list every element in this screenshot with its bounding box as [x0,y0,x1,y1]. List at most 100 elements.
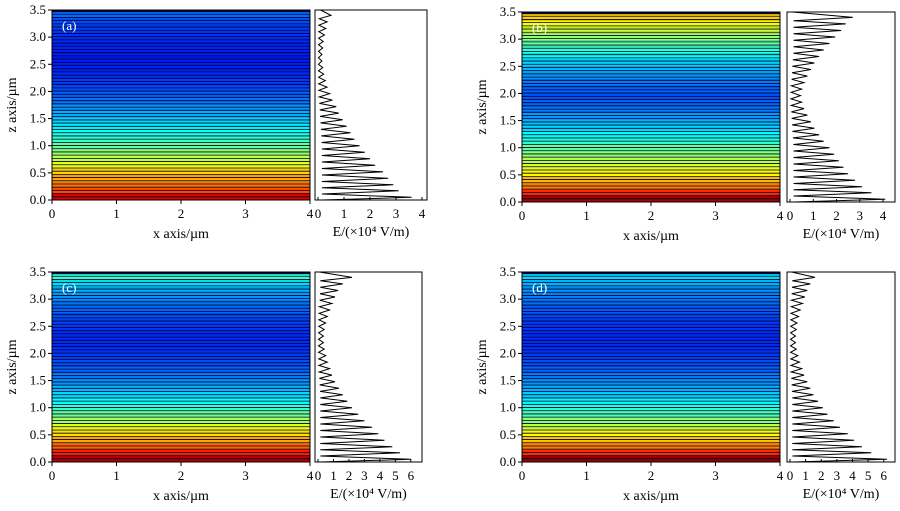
heatmap-band [522,33,780,41]
profile-frame [314,9,428,201]
heatmap-band [522,300,780,307]
panel-a: (a) 0.0 0.5 1.0 1.5 2.0 2.5 3.0 3.5 0 1 2 3 4 x axis/µ… [5,2,428,242]
heatmap-band [522,313,780,320]
heatmap [522,272,780,462]
x-tick-label: 0 [519,468,526,483]
y-tick-label: 2.0 [500,345,516,360]
field-profile-line [317,9,412,201]
heatmap-band [522,274,780,281]
heatmap-band [52,83,310,91]
e-axis-label: E/(×10⁴ V/m) [333,225,410,240]
heatmap-band [52,44,310,52]
y-tick-label: 2.5 [30,318,46,333]
heatmap-band [52,293,310,301]
x-tick-label: 1 [583,208,590,223]
heatmap-band [52,38,310,45]
x-tick-label: 3 [712,208,719,223]
e-tick-label: 3 [361,468,368,483]
heatmap-band [52,300,310,307]
e-tick-label: 5 [392,468,399,483]
field-profile-line [789,11,886,203]
e-tick-label: 2 [367,206,374,221]
e-tick-label: 6 [881,468,888,483]
heatmap-band [522,59,780,67]
x-axis-label: x axis/µm [623,489,679,504]
x-tick-label: 4 [307,468,314,483]
x-tick-label: 3 [712,468,719,483]
profile-frame [786,271,896,463]
heatmap-band [52,90,310,97]
y-tick-label: 2.5 [500,318,516,333]
heatmap-band [52,12,310,19]
heatmap-band [522,66,780,73]
x-tick-label: 0 [49,468,56,483]
e-tick-label: 4 [377,468,384,483]
y-axis-label: z axis/µm [475,79,490,134]
e-axis-label: E/(×10⁴ V/m) [803,487,880,502]
heatmap-band [522,319,780,327]
e-tick-label: 1 [802,468,809,483]
y-tick-label: 1.0 [500,140,516,155]
y-tick-label: 3.0 [500,291,516,306]
heatmap-band [52,64,310,71]
e-tick-label: 2 [818,468,825,483]
y-tick-label: 3.5 [500,264,516,279]
heatmap [52,272,310,462]
y-tick-label: 1.5 [30,373,46,388]
heatmap-band [522,339,780,346]
field-profile-line [789,271,887,463]
heatmap-band [522,53,780,60]
heatmap-band [52,70,310,78]
heatmap-band [522,352,780,359]
heatmap-band [52,287,310,294]
heatmap-band [522,27,780,34]
e-tick-label: 2 [833,208,840,223]
heatmap-band [522,105,780,112]
x-axis-label: x axis/µm [623,229,679,244]
y-tick-label: 2.0 [30,345,46,360]
heatmap-band [522,170,780,178]
x-tick-label: 1 [113,468,120,483]
heatmap-band [52,424,310,431]
heatmap-band [522,40,780,47]
heatmap-band [52,162,310,169]
e-tick-label: 3 [834,468,841,483]
y-tick-label: 2.5 [30,56,46,71]
e-tick-label: 3 [393,206,400,221]
heatmap-band [52,280,310,288]
e-tick-label: 3 [857,208,864,223]
x-tick-label: 4 [777,208,784,223]
x-tick-label: 0 [519,208,526,223]
y-tick-label: 3.0 [30,29,46,44]
heatmap-band [522,287,780,294]
heatmap-band [52,31,310,39]
heatmap-band [522,46,780,54]
x-tick-label: 2 [648,208,655,223]
heatmap-band [522,98,780,106]
y-tick-label: 3.0 [30,291,46,306]
heatmap-band [522,92,780,99]
e-tick-label: 0 [787,468,794,483]
y-tick-label: 2.0 [500,85,516,100]
heatmap-band [52,175,310,182]
e-axis-label: E/(×10⁴ V/m) [803,227,880,242]
y-axis-label: z axis/µm [475,339,490,394]
x-tick-label: 3 [242,468,249,483]
panel-label: (b) [532,20,547,35]
y-tick-label: 3.5 [30,2,46,17]
heatmap-band [52,25,310,32]
heatmap-band [52,352,310,359]
y-tick-label: 0.0 [30,454,46,469]
panel-d: (d)0.00.51.01.52.02.53.03.50 1 2 3 4x axis/µ… [475,264,896,504]
x-tick-label: 1 [583,468,590,483]
heatmap-band [52,313,310,320]
heatmap-band [522,79,780,86]
heatmap-band [52,306,310,314]
y-tick-label: 3.5 [30,264,46,279]
heatmap-band [52,345,310,353]
heatmap-band [522,430,780,438]
y-tick-label: 0.0 [500,194,516,209]
heatmap-band [522,306,780,314]
y-tick-label: 0.0 [30,192,46,207]
